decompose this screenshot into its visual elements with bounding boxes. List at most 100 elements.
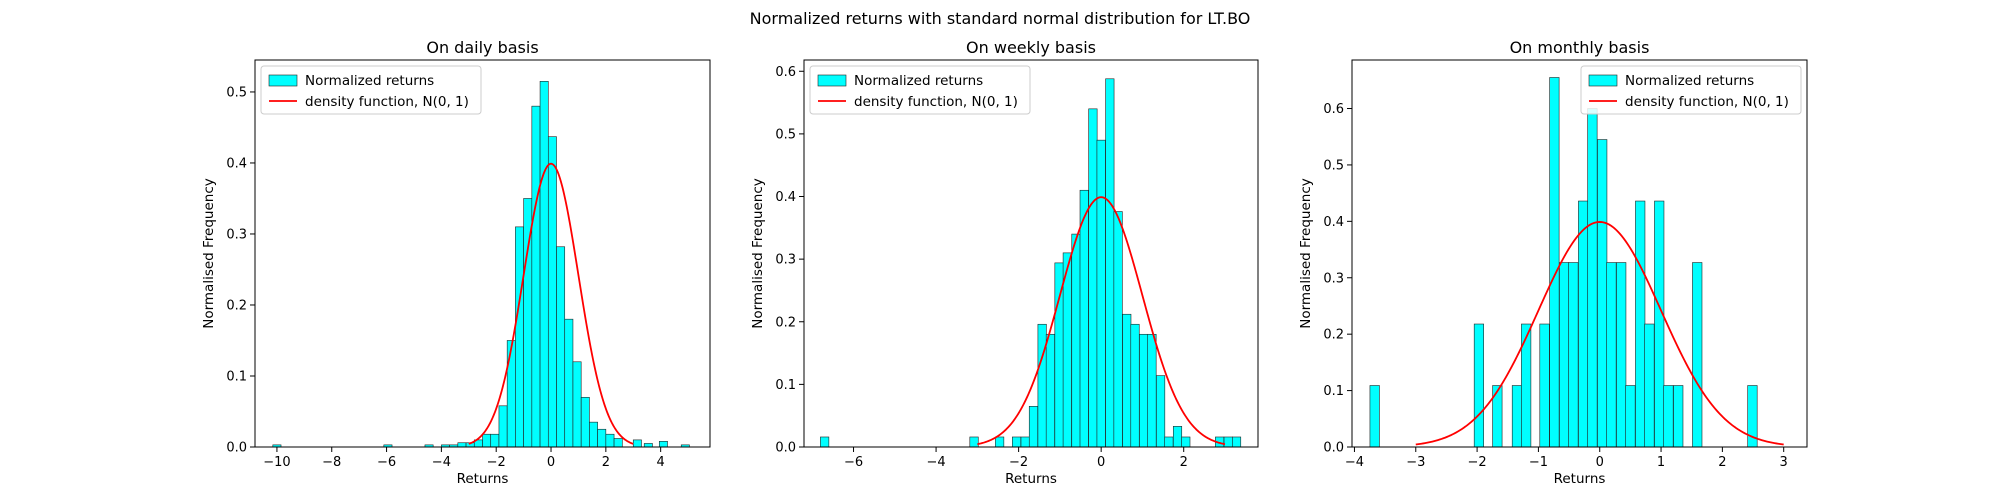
x-tick-label: 2 [1180, 455, 1188, 470]
histogram-bar [1539, 323, 1550, 448]
histogram-bar [1071, 233, 1081, 448]
x-tick-label: 0 [1097, 455, 1105, 470]
x-tick-label: 1 [1657, 455, 1665, 470]
legend-bar-swatch [1588, 74, 1618, 87]
panel-title: On daily basis [426, 38, 538, 57]
histogram-bar [995, 436, 1005, 448]
legend: Normalized returns density function, N(0,… [260, 65, 482, 115]
histogram-bar [1568, 262, 1579, 448]
histogram-bar [531, 105, 541, 448]
histogram-bar [1369, 385, 1380, 448]
x-tick-label: 2 [602, 455, 610, 470]
y-tick-label: 0.2 [1323, 328, 1344, 343]
histogram-bar [1616, 262, 1627, 448]
histogram-bar [490, 433, 500, 448]
histogram-bar [597, 428, 607, 448]
y-tick-label: 0.5 [775, 127, 796, 142]
histogram-bar [1587, 108, 1598, 448]
x-tick-label: −10 [263, 455, 290, 470]
histogram-bar [1147, 333, 1157, 448]
legend: Normalized returns density function, N(0,… [809, 65, 1031, 115]
histogram-bar [1559, 262, 1570, 448]
figure-suptitle: Normalized returns with standard normal … [750, 9, 1251, 28]
legend-bar-swatch [268, 74, 298, 87]
legend-entry-density: density function, N(0, 1) [854, 94, 1018, 110]
x-tick-label: −2 [1468, 455, 1487, 470]
histogram-bar [1079, 189, 1089, 448]
panel-daily: On daily basis −10 −8 −6 −4 −2 0 2 4 0.0 0.1 0.2 0.3… [201, 38, 711, 487]
x-tick-label: −4 [1345, 455, 1364, 470]
histogram-bar [1654, 200, 1665, 448]
histogram-bar [515, 226, 524, 448]
x-axis-label: Returns [1005, 471, 1057, 487]
histogram-bar [1020, 436, 1030, 448]
histogram-bar [572, 361, 582, 448]
x-tick-label: −3 [1406, 455, 1425, 470]
histogram-bar [1578, 200, 1589, 448]
y-tick-label: 0.6 [1323, 102, 1344, 117]
histogram-bar [506, 340, 516, 448]
histogram-bar [1088, 108, 1098, 448]
histogram-bar [1028, 405, 1039, 448]
legend: Normalized returns density function, N(0,… [1580, 65, 1802, 115]
histogram-bar [1181, 436, 1191, 448]
y-tick-label: 0.2 [775, 315, 796, 330]
x-tick-label: −2 [1009, 455, 1028, 470]
y-axis-label: Normalised Frequency [201, 178, 217, 329]
y-tick-label: 0.1 [1323, 384, 1344, 399]
histogram-bar [539, 81, 549, 448]
histogram-bar [564, 318, 574, 448]
y-tick-label: 0.3 [226, 227, 247, 242]
histogram-bar [482, 433, 492, 448]
histogram-bar [1625, 385, 1636, 448]
histogram-bar [1692, 262, 1703, 448]
x-tick-label: −4 [926, 455, 945, 470]
histogram-bar [1139, 333, 1149, 448]
histogram-bar [1511, 385, 1523, 448]
legend-entry-density: density function, N(0, 1) [1625, 94, 1789, 110]
legend-entry-histogram: Normalized returns [854, 73, 983, 89]
y-tick-label: 0.0 [775, 441, 796, 456]
histogram-bar [613, 438, 623, 448]
density-curve [1415, 221, 1784, 446]
y-tick-label: 0.2 [226, 298, 247, 313]
histogram-bar [1663, 385, 1674, 448]
histogram-bar [1172, 426, 1183, 448]
legend-entry-histogram: Normalized returns [305, 73, 434, 89]
histogram-bar [1606, 262, 1617, 448]
x-tick-label: −6 [377, 455, 396, 470]
legend-entry-histogram: Normalized returns [1625, 73, 1754, 89]
y-tick-label: 0.3 [1323, 271, 1344, 286]
legend-box [809, 65, 1031, 115]
histogram-bar [1473, 323, 1484, 448]
legend-box [1580, 65, 1802, 115]
y-axis-label: Normalised Frequency [1298, 178, 1314, 329]
y-tick-label: 0.6 [775, 65, 796, 80]
histogram-bar [1096, 139, 1106, 448]
y-tick-label: 0.1 [775, 378, 796, 393]
histogram-bar [457, 442, 467, 448]
x-tick-label: −2 [487, 455, 506, 470]
x-tick-label: −1 [1529, 455, 1548, 470]
histogram-bar [547, 136, 557, 448]
histogram-bar [1130, 323, 1140, 448]
histogram-bar [820, 436, 830, 448]
panel-monthly: On monthly basis −4 −3 −2 −1 0 1 2 3 0.0 0.1 0.2 0.3… [1298, 38, 1808, 487]
x-tick-label: −6 [844, 455, 863, 470]
y-tick-label: 0.1 [226, 369, 247, 384]
histogram-bar [1673, 385, 1684, 448]
y-axis-label: Normalised Frequency [750, 178, 766, 329]
legend-entry-density: density function, N(0, 1) [305, 94, 469, 110]
histogram-bar [589, 421, 598, 448]
histogram-bar [580, 396, 590, 448]
y-tick-label: 0.3 [775, 253, 796, 268]
legend-bar-swatch [817, 74, 847, 87]
histogram-bar [1113, 211, 1123, 448]
x-tick-label: 2 [1718, 455, 1726, 470]
x-tick-label: −4 [432, 455, 451, 470]
histogram-bar [498, 405, 508, 448]
x-tick-label: 3 [1780, 455, 1788, 470]
x-axis-label: Returns [1554, 471, 1606, 487]
y-tick-label: 0.4 [775, 190, 796, 205]
